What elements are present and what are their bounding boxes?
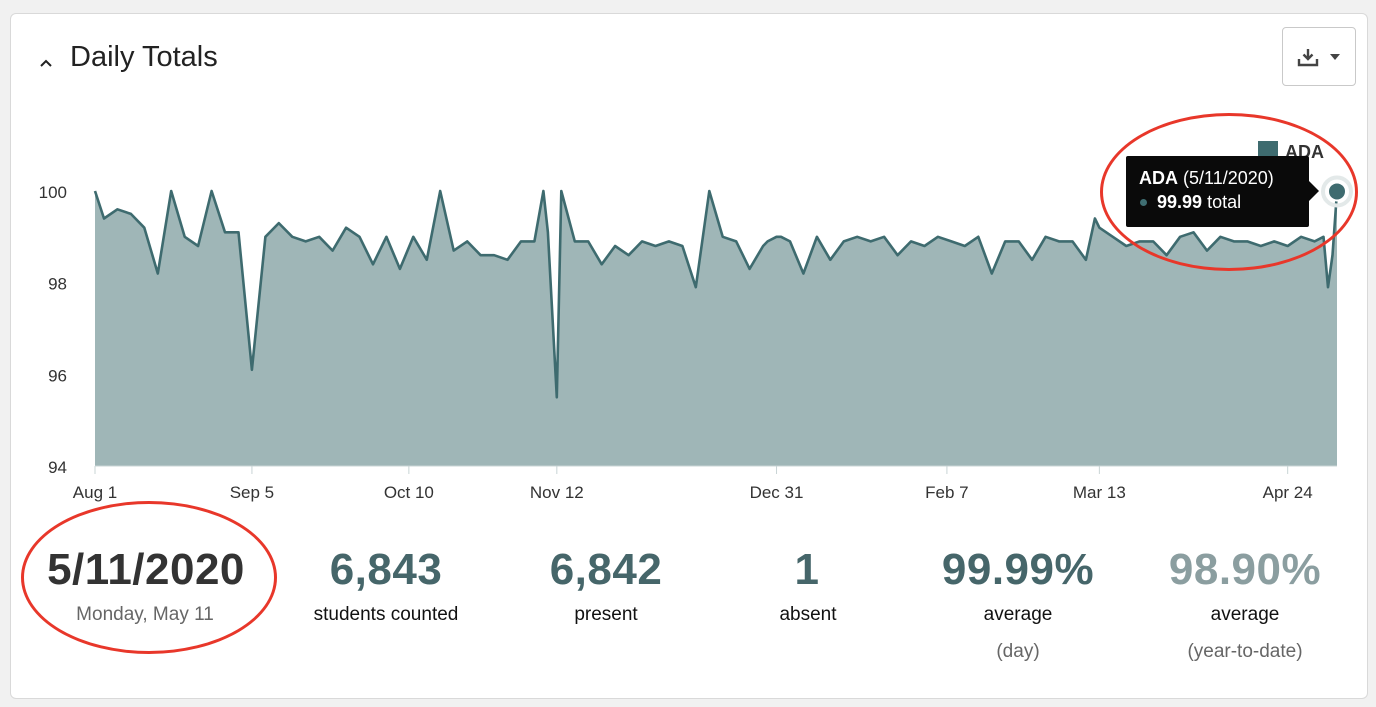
download-button[interactable] bbox=[1282, 27, 1356, 86]
caret-down-icon bbox=[1330, 53, 1340, 60]
date-highlight-annotation bbox=[21, 501, 277, 654]
panel-title: Daily Totals bbox=[70, 41, 218, 73]
download-tray-icon bbox=[1297, 48, 1319, 66]
stat-day-average-value: 99.99% bbox=[941, 545, 1095, 594]
stat-ytd-average-sublabel: (year-to-date) bbox=[1187, 641, 1303, 662]
tooltip-highlight-annotation bbox=[1100, 113, 1358, 271]
collapse-toggle[interactable] bbox=[35, 52, 57, 74]
stat-day-average-sublabel: (day) bbox=[996, 641, 1040, 662]
stat-ytd-average-value: 98.90% bbox=[1168, 545, 1322, 594]
stat-day-average-label: average bbox=[983, 604, 1053, 625]
stat-present-label: present bbox=[574, 604, 638, 625]
stat-students-counted-label: students counted bbox=[313, 604, 459, 625]
stat-absent-value: 1 bbox=[794, 545, 820, 594]
stat-absent-label: absent bbox=[779, 604, 837, 625]
chevron-up-icon bbox=[40, 59, 52, 67]
stat-ytd-average-label: average bbox=[1210, 604, 1280, 625]
stat-students-counted-value: 6,843 bbox=[329, 545, 443, 594]
stat-present-value: 6,842 bbox=[549, 545, 663, 594]
